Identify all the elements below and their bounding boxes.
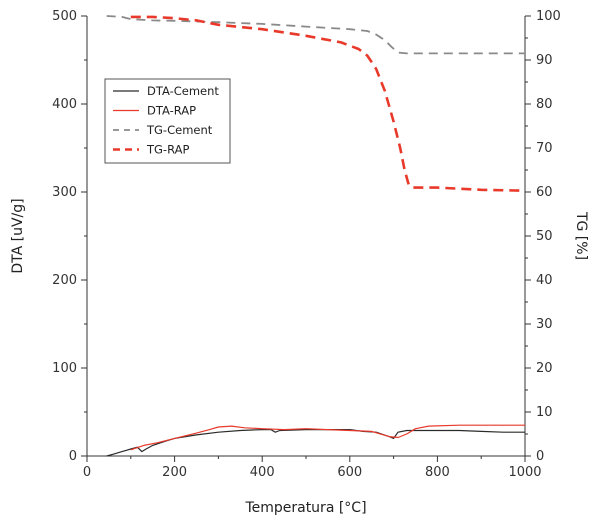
x-tick-label: 600 (337, 465, 362, 480)
legend-label-tg-cement: TG-Cement (146, 123, 213, 137)
legend-label-dta-cement: DTA-Cement (147, 84, 219, 98)
x-axis-title: Temperatura [°C] (244, 500, 366, 516)
y-right-tick-label: 90 (536, 53, 553, 68)
y-left-tick-label: 100 (52, 361, 77, 376)
legend: DTA-Cement DTA-RAP TG-Cement TG-RAP (104, 78, 231, 164)
series-line-tg-rap (130, 15, 526, 192)
y-right-tick-label: 30 (536, 317, 553, 332)
x-tick-label: 400 (250, 465, 275, 480)
x-tick-label: 200 (162, 465, 187, 480)
y-left-tick-label: 500 (52, 9, 77, 24)
series-line-tg-cement (106, 15, 525, 55)
y-right-tick-label: 80 (536, 97, 553, 112)
x-tick-label: 800 (425, 465, 450, 480)
x-tick-label: 0 (83, 465, 91, 480)
y-right-axis-title: TG [%] (573, 211, 589, 260)
y-right-tick-label: 10 (536, 405, 553, 420)
y-left-tick-label: 400 (52, 97, 77, 112)
x-tick-label: 1000 (508, 465, 541, 480)
y-right-tick-label: 0 (536, 449, 544, 464)
series-line-dta-rap (130, 424, 525, 451)
series-line-dta-cement (106, 429, 525, 457)
y-right-tick-label: 20 (536, 361, 553, 376)
legend-label-tg-rap: TG-RAP (146, 143, 189, 157)
ticks: 0 200 400 600 800 100001002003004005000102030… (52, 9, 561, 480)
y-right-tick-label: 60 (536, 185, 553, 200)
y-right-tick-label: 100 (536, 9, 561, 24)
y-left-tick-label: 200 (52, 273, 77, 288)
y-left-tick-label: 0 (69, 449, 77, 464)
y-right-tick-label: 70 (536, 141, 553, 156)
y-right-tick-label: 50 (536, 229, 553, 244)
legend-label-dta-rap: DTA-RAP (147, 104, 196, 118)
y-left-axis-title: DTA [uV/g] (10, 198, 26, 273)
y-left-tick-label: 300 (52, 185, 77, 200)
plot-area (106, 15, 526, 457)
y-right-tick-label: 40 (536, 273, 553, 288)
